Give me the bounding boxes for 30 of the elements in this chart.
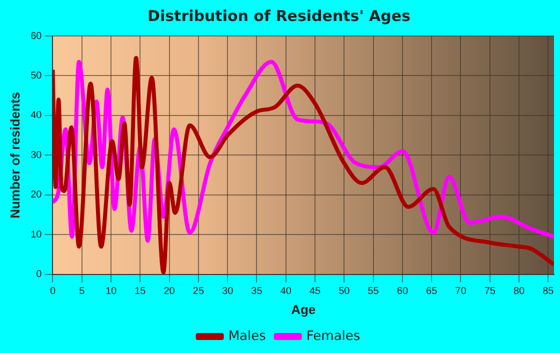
x-tick-label: 5 xyxy=(79,286,86,298)
y-tick-label: 30 xyxy=(30,150,42,161)
x-tick-label: 10 xyxy=(105,286,118,298)
x-tick-label: 20 xyxy=(164,286,176,298)
y-tick-label: 20 xyxy=(30,190,42,201)
x-tick-label: 80 xyxy=(513,286,526,298)
x-tick-label: 30 xyxy=(222,286,234,298)
chart-title: Distribution of Residents' Ages xyxy=(148,6,411,25)
x-tick-label: 75 xyxy=(484,286,496,298)
x-tick-label: 85 xyxy=(542,286,554,298)
x-tick-label: 55 xyxy=(368,286,380,298)
x-tick-label: 45 xyxy=(309,286,322,298)
x-tick-label: 35 xyxy=(251,286,263,298)
legend-label: Males xyxy=(228,328,266,344)
x-tick-label: 60 xyxy=(396,286,408,298)
y-axis-title: Number of residents xyxy=(7,92,22,218)
x-axis-title: Age xyxy=(291,302,316,317)
x-tick-label: 25 xyxy=(192,286,204,298)
y-tick-label: 40 xyxy=(30,110,42,122)
x-tick-label: 65 xyxy=(426,286,438,298)
x-tick-label: 15 xyxy=(134,286,146,298)
x-tick-label: 0 xyxy=(50,286,56,298)
y-tick-label: 60 xyxy=(30,30,42,42)
y-tick-label: 10 xyxy=(30,229,42,240)
x-tick-label: 50 xyxy=(338,286,350,298)
y-tick-label: 50 xyxy=(30,70,42,82)
legend-label: Females xyxy=(306,328,360,344)
y-tick-label: 0 xyxy=(36,269,42,280)
x-tick-label: 70 xyxy=(455,286,467,298)
x-tick-label: 40 xyxy=(280,286,292,298)
